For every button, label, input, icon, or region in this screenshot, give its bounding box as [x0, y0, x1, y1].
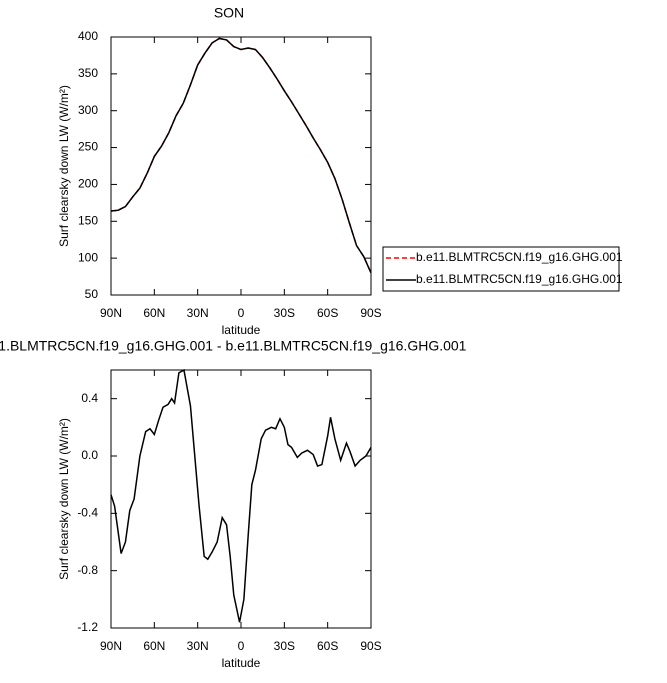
y-tick-label: 0.4: [81, 391, 98, 405]
y-tick-label: 150: [78, 213, 98, 227]
legend-label: b.e11.BLMTRC5CN.f19_g16.GHG.001: [416, 250, 623, 264]
y-tick-label: 0.0: [81, 448, 98, 462]
y-tick-label: -1.2: [77, 620, 98, 634]
data-line: [110, 37, 372, 274]
x-tick-label: 90S: [360, 306, 381, 320]
x-tick-label: 90N: [100, 639, 122, 653]
y-tick-label: 350: [78, 66, 98, 80]
x-axis-label: latitude: [222, 656, 261, 670]
x-tick-label: 60S: [317, 306, 338, 320]
x-tick-label: 90S: [360, 639, 381, 653]
x-tick-label: 60N: [143, 639, 165, 653]
x-tick-label: 30N: [187, 306, 209, 320]
y-axis-label: Surf clearsky down LW (W/m²): [57, 418, 71, 580]
x-tick-label: 0: [238, 306, 245, 320]
x-axis-label: latitude: [222, 323, 261, 337]
chart-title: SON: [214, 5, 244, 21]
plot-frame: [110, 369, 372, 629]
x-tick-label: 0: [238, 639, 245, 653]
x-tick-label: 30S: [274, 306, 295, 320]
y-tick-label: 300: [78, 103, 98, 117]
data-line: [110, 37, 372, 274]
y-tick-label: 50: [85, 287, 99, 301]
y-axis-label: Surf clearsky down LW (W/m²): [57, 85, 71, 247]
y-tick-label: -0.4: [77, 506, 98, 520]
data-line: [110, 368, 372, 623]
y-tick-label: -0.8: [77, 563, 98, 577]
x-tick-label: 30N: [187, 639, 209, 653]
x-tick-label: 60N: [143, 306, 165, 320]
legend-label: b.e11.BLMTRC5CN.f19_g16.GHG.001: [416, 272, 623, 286]
legend-box: [382, 246, 620, 292]
y-tick-label: 400: [78, 29, 98, 43]
y-tick-label: 100: [78, 250, 98, 264]
chart-title: 11.BLMTRC5CN.f19_g16.GHG.001 - b.e11.BLM…: [0, 338, 467, 354]
x-tick-label: 60S: [317, 639, 338, 653]
x-tick-label: 30S: [274, 639, 295, 653]
x-tick-label: 90N: [100, 306, 122, 320]
plot-frame: [110, 36, 372, 296]
y-tick-label: 200: [78, 177, 98, 191]
y-tick-label: 250: [78, 140, 98, 154]
